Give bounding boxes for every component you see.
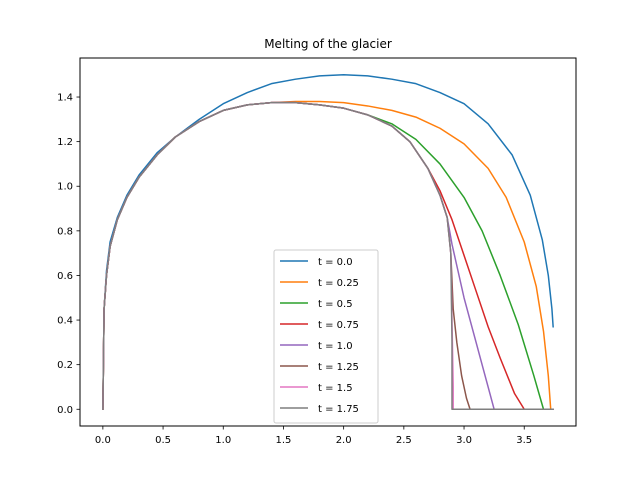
- legend: t = 0.0 t = 0.25 t = 0.5 t = 0.75 t = 1.0 t =…: [273, 249, 379, 424]
- legend-label: t = 0.75: [318, 320, 359, 331]
- x-tick-label: 2.0: [336, 435, 352, 446]
- x-tick-label: 0.5: [155, 435, 171, 446]
- legend-label: t = 1.0: [318, 341, 353, 352]
- x-tick-label: 1.5: [276, 435, 292, 446]
- y-axis: 0.0 0.2 0.4 0.6 0.8 1.0 1.2 1.4: [57, 93, 80, 416]
- legend-label: t = 1.5: [318, 383, 353, 394]
- x-tick-label: 1.0: [215, 435, 231, 446]
- y-tick-label: 1.0: [57, 182, 73, 193]
- series-line-7: [102, 101, 554, 411]
- y-tick-label: 0.6: [57, 271, 73, 282]
- x-tick-label: 3.0: [456, 435, 472, 446]
- chart-title: Melting of the glacier: [264, 37, 392, 51]
- x-axis: 0.0 0.5 1.0 1.5 2.0 2.5 3.0 3.5: [95, 426, 532, 446]
- y-tick-label: 0.4: [57, 316, 73, 327]
- legend-label: t = 0.0: [318, 257, 353, 268]
- y-tick-label: 1.2: [57, 137, 73, 148]
- legend-label: t = 1.25: [318, 362, 359, 373]
- series-line-0: [102, 73, 554, 411]
- legend-box: [273, 249, 379, 424]
- plot-frame: [79, 57, 577, 427]
- y-tick-label: 1.4: [57, 93, 73, 104]
- y-tick-label: 0.0: [57, 405, 73, 416]
- legend-label: t = 1.75: [318, 404, 359, 415]
- series-lines: [102, 73, 554, 411]
- x-tick-label: 2.5: [396, 435, 412, 446]
- y-tick-label: 0.2: [57, 360, 73, 371]
- legend-label: t = 0.5: [318, 299, 353, 310]
- y-tick-label: 0.8: [57, 226, 73, 237]
- x-tick-label: 0.0: [95, 435, 111, 446]
- legend-label: t = 0.25: [318, 278, 359, 289]
- x-tick-label: 3.5: [516, 435, 532, 446]
